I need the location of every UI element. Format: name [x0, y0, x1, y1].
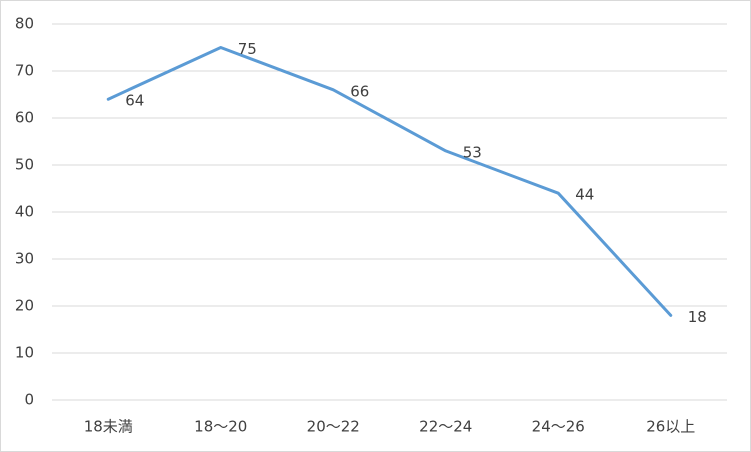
y-tick-label: 60 — [15, 109, 34, 127]
data-label: 64 — [125, 92, 144, 110]
data-label: 18 — [688, 308, 707, 326]
x-tick-label: 18未満 — [84, 418, 133, 436]
y-tick-label: 20 — [15, 297, 34, 315]
data-label: 66 — [350, 82, 369, 100]
data-label: 75 — [238, 40, 257, 58]
y-tick-label: 50 — [15, 156, 34, 174]
x-tick-label: 24～26 — [532, 418, 585, 436]
y-tick-label: 80 — [15, 15, 34, 33]
data-label: 53 — [463, 143, 482, 161]
data-label: 44 — [575, 186, 594, 204]
y-tick-label: 0 — [24, 391, 34, 409]
x-tick-label: 18～20 — [194, 418, 247, 436]
y-tick-label: 10 — [15, 344, 34, 362]
y-tick-label: 40 — [15, 203, 34, 221]
y-tick-label: 30 — [15, 250, 34, 268]
x-tick-label: 20～22 — [307, 418, 360, 436]
x-tick-label: 22～24 — [419, 418, 472, 436]
y-tick-label: 70 — [15, 62, 34, 80]
x-tick-label: 26以上 — [646, 418, 695, 436]
data-line — [106, 46, 673, 317]
